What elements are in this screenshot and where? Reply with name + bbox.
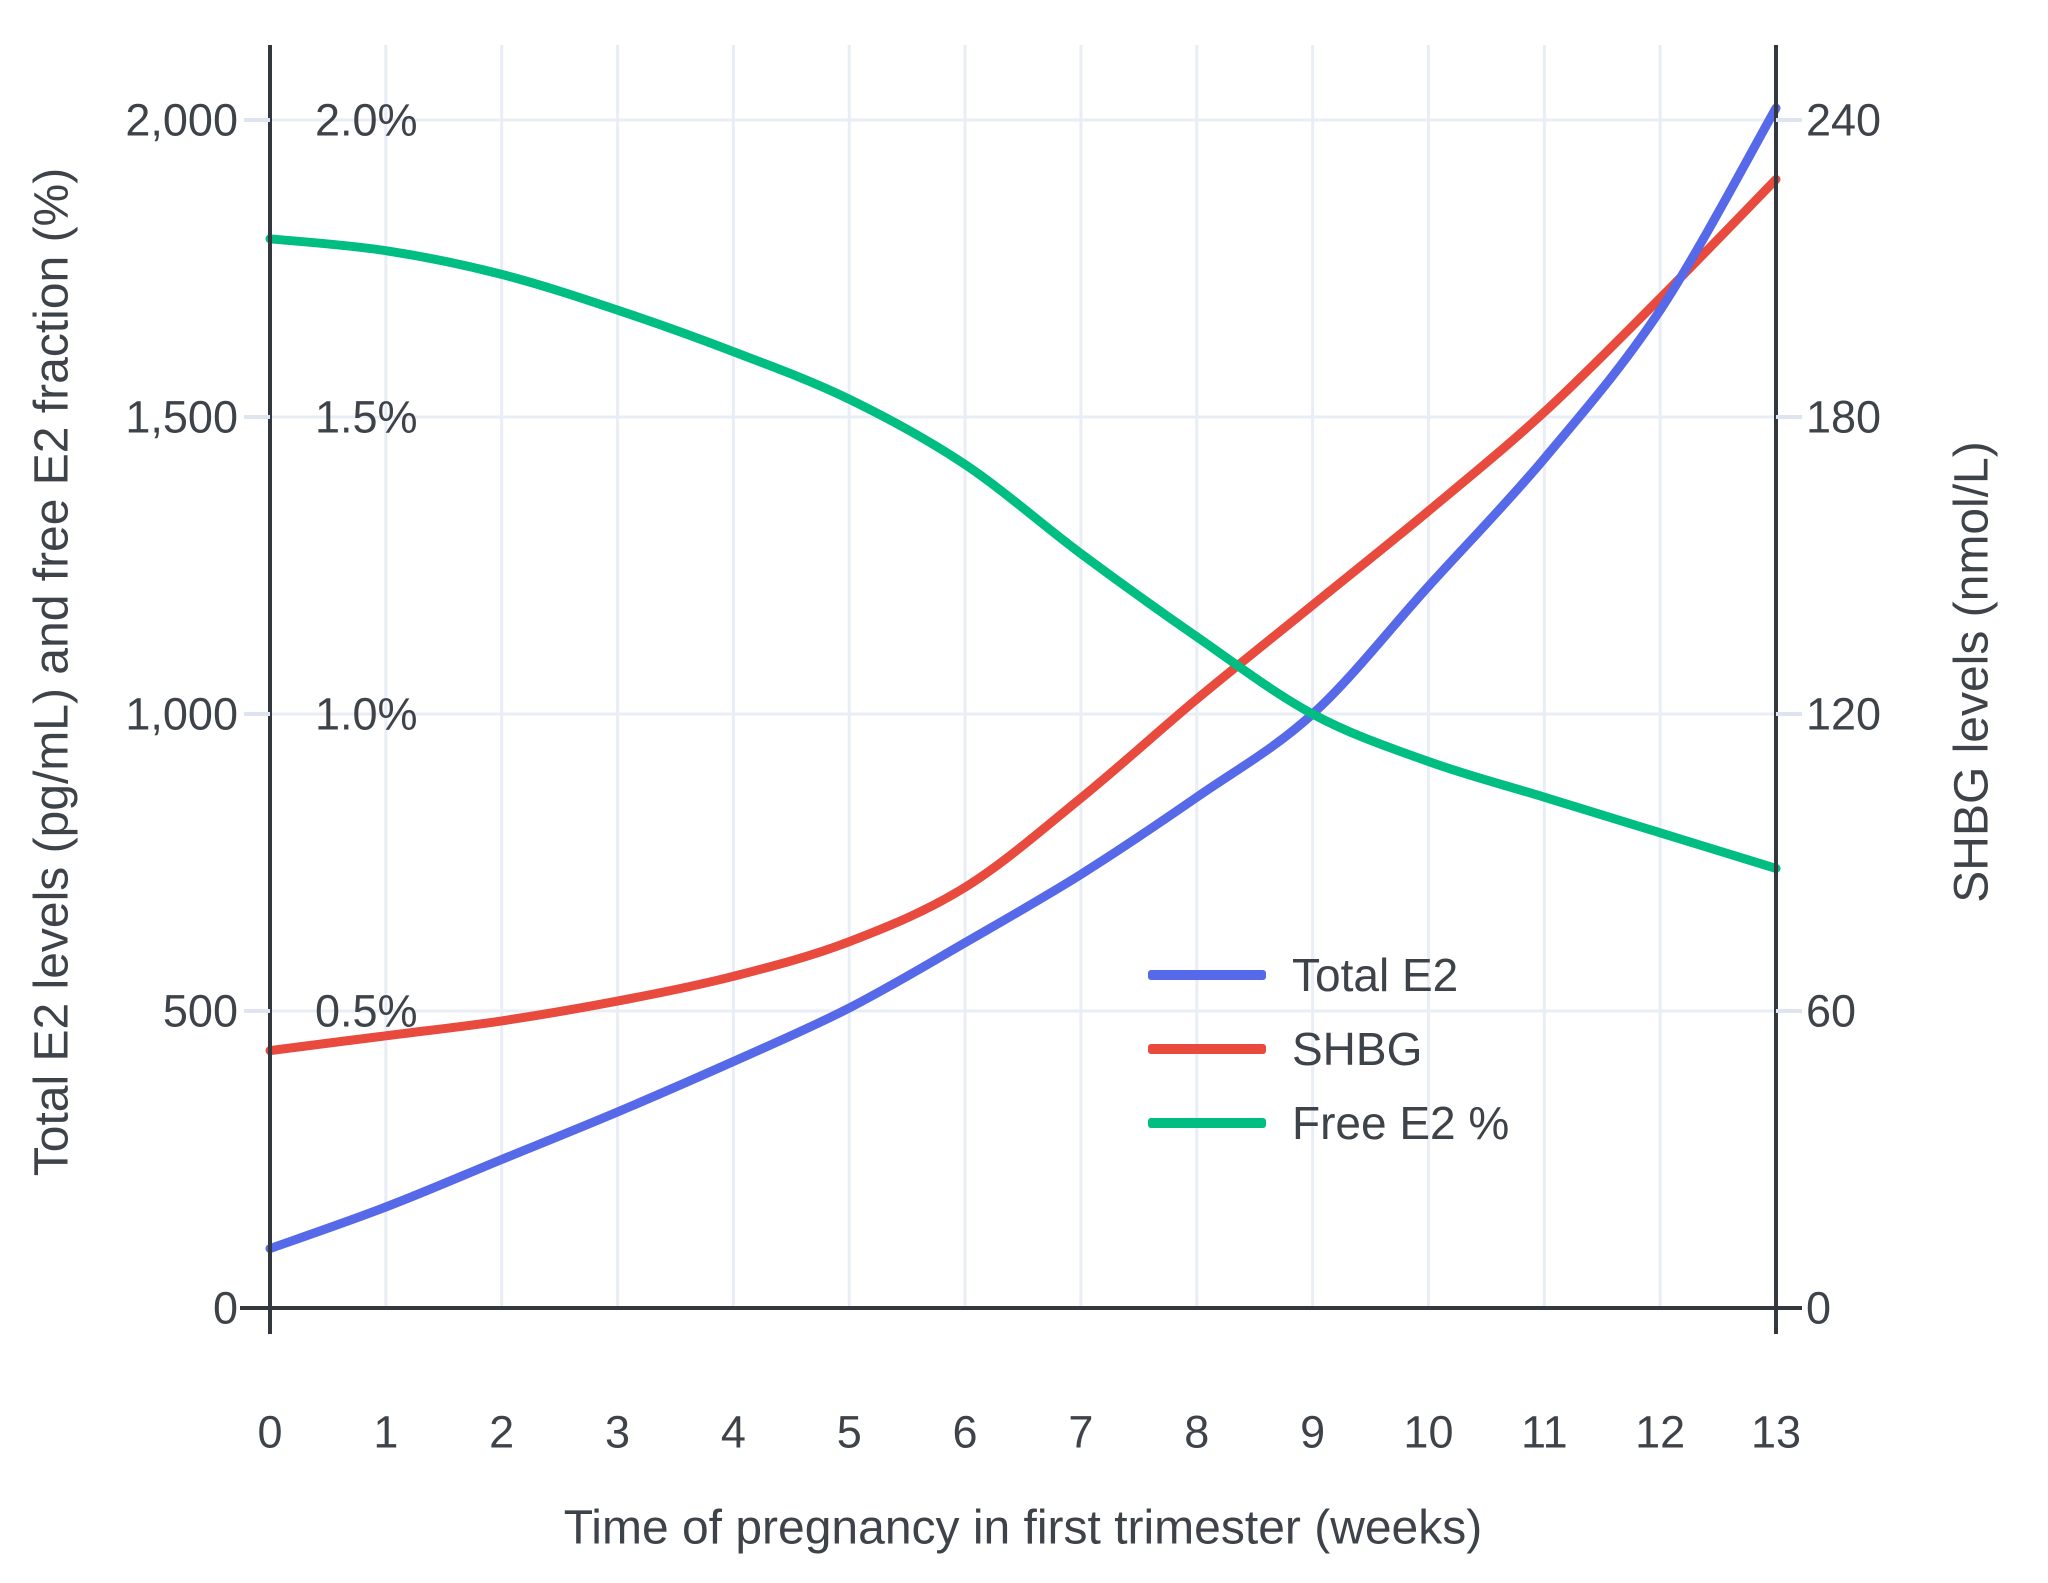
left-axis-title: Total E2 levels (pg/mL) and free E2 frac… xyxy=(25,167,79,1177)
left-tick-label-1500: 1,500 xyxy=(125,392,238,443)
x-tick-label-7: 7 xyxy=(1068,1407,1093,1458)
x-axis-title: Time of pregnancy in first trimester (we… xyxy=(563,1501,1483,1555)
x-tick-label-10: 10 xyxy=(1403,1407,1453,1458)
legend: Total E2 SHBG Free E2 % xyxy=(1148,938,1509,1160)
left-tick-label-500: 500 xyxy=(163,986,238,1037)
percent-label-2-0pct: 2.0% xyxy=(315,95,418,146)
x-tick-label-3: 3 xyxy=(605,1407,630,1458)
legend-label-shbg: SHBG xyxy=(1292,1023,1423,1075)
x-tick-label-2: 2 xyxy=(489,1407,514,1458)
right-tick-label-60: 60 xyxy=(1806,986,1856,1037)
series-line-free-e2-[interactable] xyxy=(265,234,1781,873)
x-tick-label-0: 0 xyxy=(257,1407,282,1458)
legend-swatch-free-e2 xyxy=(1148,1118,1266,1128)
right-tick-label-120: 120 xyxy=(1806,689,1881,740)
x-tick-label-1: 1 xyxy=(373,1407,398,1458)
legend-swatch-shbg xyxy=(1148,1044,1266,1054)
left-tick-label-0: 0 xyxy=(213,1283,238,1334)
series-line-shbg[interactable] xyxy=(265,174,1781,1056)
percent-label-1-5pct: 1.5% xyxy=(315,392,418,443)
x-tick-label-5: 5 xyxy=(837,1407,862,1458)
legend-item-free-e2[interactable]: Free E2 % xyxy=(1148,1086,1509,1160)
x-tick-label-4: 4 xyxy=(721,1407,746,1458)
x-tick-label-12: 12 xyxy=(1635,1407,1685,1458)
legend-item-total-e2[interactable]: Total E2 xyxy=(1148,938,1509,1012)
legend-swatch-total-e2 xyxy=(1148,970,1266,980)
right-tick-label-180: 180 xyxy=(1806,392,1881,443)
x-tick-label-11: 11 xyxy=(1521,1407,1568,1458)
legend-item-shbg[interactable]: SHBG xyxy=(1148,1012,1509,1086)
legend-label-free-e2: Free E2 % xyxy=(1292,1097,1510,1149)
percent-label-1-0pct: 1.0% xyxy=(315,689,418,740)
x-tick-label-13: 13 xyxy=(1751,1407,1801,1458)
x-tick-label-8: 8 xyxy=(1184,1407,1209,1458)
x-tick-label-6: 6 xyxy=(953,1407,978,1458)
series-line-total-e2[interactable] xyxy=(265,103,1781,1254)
left-tick-label-2000: 2,000 xyxy=(125,95,238,146)
percent-label-0-5pct: 0.5% xyxy=(315,986,418,1037)
left-tick-label-1000: 1,000 xyxy=(125,689,238,740)
legend-label-total-e2: Total E2 xyxy=(1292,949,1459,1001)
x-tick-label-9: 9 xyxy=(1300,1407,1325,1458)
right-tick-label-0: 0 xyxy=(1806,1283,1831,1334)
right-axis-title: SHBG levels (nmol/L) xyxy=(1945,441,1999,903)
right-tick-label-240: 240 xyxy=(1806,95,1881,146)
